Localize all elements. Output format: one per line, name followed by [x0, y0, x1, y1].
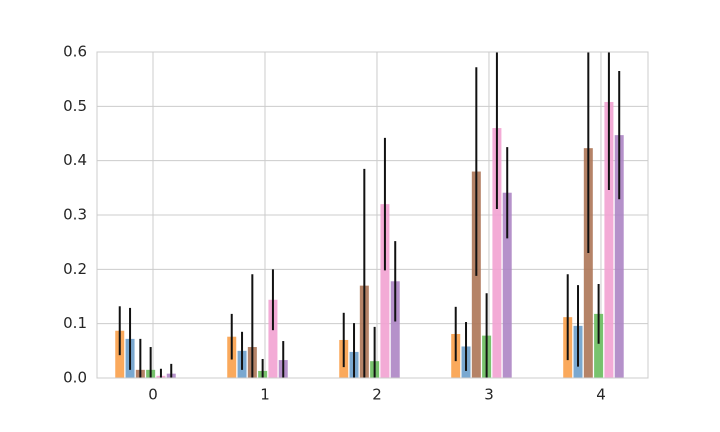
bar [268, 299, 278, 378]
bar [583, 148, 593, 378]
bar [390, 281, 400, 378]
x-tick-label: 2 [372, 386, 382, 404]
y-tick-label: 0.0 [63, 369, 87, 387]
tick-labels: 0.0 0.1 0.2 0.3 0.4 0.5 0.6 0 1 2 3 4 [63, 43, 606, 404]
grid [97, 51, 648, 379]
x-tick-label: 0 [148, 386, 158, 404]
x-tick-label: 3 [484, 386, 494, 404]
x-tick-label: 1 [260, 386, 270, 404]
bar [380, 204, 390, 378]
bar [614, 135, 624, 378]
y-tick-label: 0.2 [63, 260, 87, 278]
x-tick-label: 4 [596, 386, 606, 404]
y-tick-label: 0.3 [63, 206, 87, 224]
y-tick-label: 0.6 [63, 43, 87, 61]
y-tick-label: 0.1 [63, 314, 87, 332]
y-tick-label: 0.4 [63, 151, 87, 169]
bar [502, 192, 512, 378]
y-tick-label: 0.5 [63, 97, 87, 115]
bar [492, 128, 502, 378]
bar [604, 101, 614, 378]
bar [594, 313, 604, 378]
plot-frame [96, 51, 649, 379]
marks [115, 52, 624, 378]
